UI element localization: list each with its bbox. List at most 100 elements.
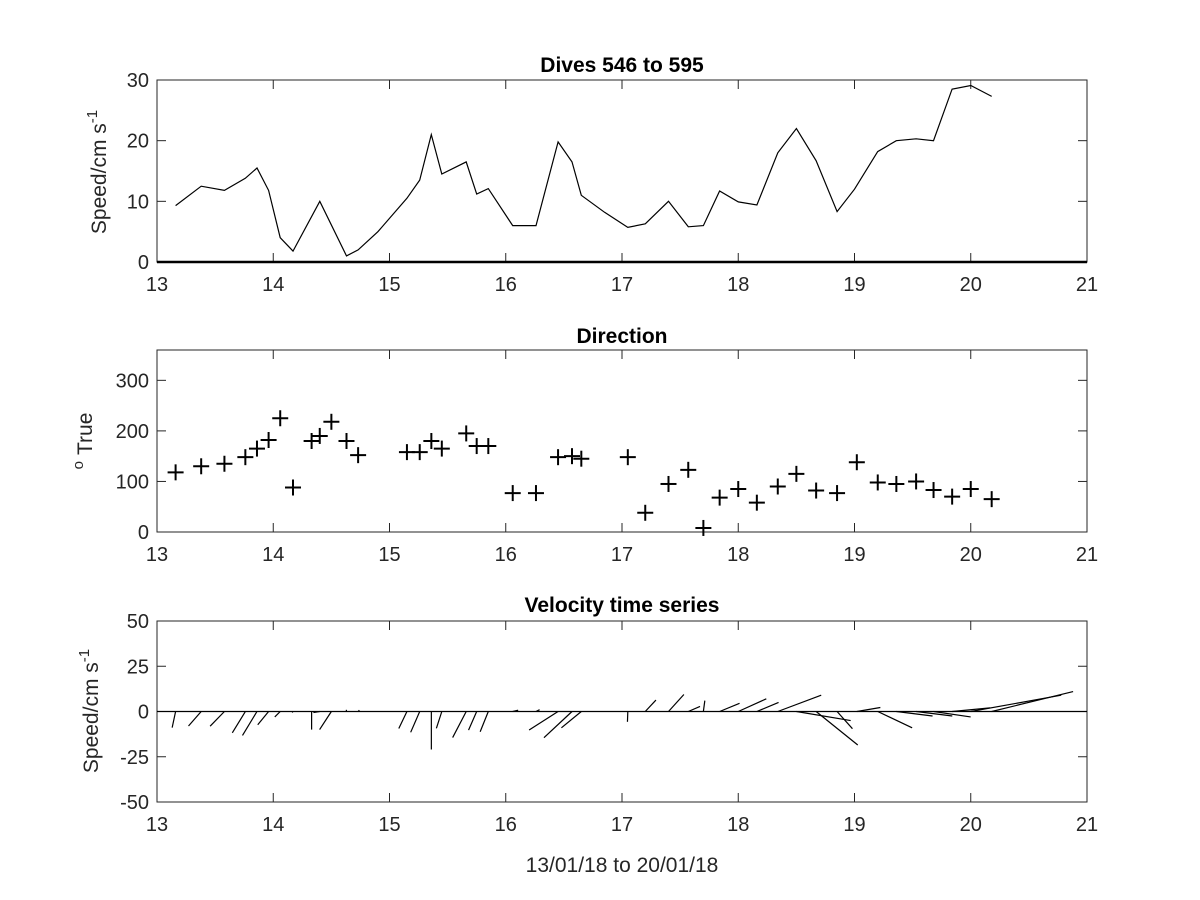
svg-text:Speed/cm s-1: Speed/cm s-1 <box>76 649 103 773</box>
direction-point <box>983 491 1000 508</box>
speed-xtick-label: 18 <box>727 274 749 296</box>
direction-point <box>962 481 979 498</box>
velocity-stick <box>171 711 177 728</box>
direction-ytick-label: 0 <box>138 522 149 544</box>
direction-point <box>433 440 450 457</box>
direction-ytick-label: 300 <box>116 370 149 392</box>
speed-xtick-label: 16 <box>495 274 517 296</box>
velocity-stick <box>738 698 767 713</box>
direction-xtick-label: 18 <box>727 544 749 566</box>
direction-xtick-label: 13 <box>146 544 168 566</box>
velocity-stick <box>668 694 685 712</box>
velocity-stick <box>435 711 443 729</box>
speed-ylabel-superscript: -1 <box>84 110 101 123</box>
direction-point <box>193 458 210 475</box>
direction-point <box>680 461 697 478</box>
direction-point <box>730 481 747 498</box>
speed-ytick-label: 10 <box>127 191 149 213</box>
velocity-stick <box>543 711 573 739</box>
direction-point <box>637 504 654 521</box>
direction-xtick-label: 20 <box>960 544 982 566</box>
direction-point <box>338 433 355 449</box>
direction-point <box>573 450 590 467</box>
direction-point <box>769 478 786 495</box>
velocity-stick <box>209 711 225 727</box>
direction-point <box>237 449 254 466</box>
direction-ylabel-superscript: o <box>70 461 87 469</box>
direction-xtick-label: 19 <box>843 544 865 566</box>
direction-point <box>711 489 728 506</box>
direction-ylabel: o True <box>70 413 97 470</box>
speed-xtick-label: 14 <box>262 274 284 296</box>
velocity-stick <box>479 711 489 732</box>
velocity-stick <box>719 702 740 713</box>
velocity-stick <box>702 700 706 712</box>
velocity-xtick-label: 16 <box>495 814 517 836</box>
direction-panel-title: Direction <box>576 325 667 348</box>
speed-series-line <box>175 84 992 257</box>
direction-point <box>350 447 367 464</box>
direction-xtick-label: 16 <box>495 544 517 566</box>
direction-plot-area <box>156 349 1088 533</box>
direction-point <box>167 464 184 481</box>
speed-ytick-label: 20 <box>127 131 149 153</box>
velocity-stick <box>398 711 408 729</box>
direction-point <box>908 473 925 490</box>
direction-point <box>925 482 942 499</box>
direction-point <box>504 485 521 502</box>
direction-point <box>550 449 567 466</box>
velocity-stick <box>467 711 478 731</box>
velocity-stick <box>991 691 1074 713</box>
direction-point <box>695 519 712 536</box>
direction-point <box>303 433 320 449</box>
velocity-stick <box>916 710 953 717</box>
direction-point <box>869 474 886 491</box>
svg-text:oTrue: o True <box>70 413 97 470</box>
velocity-ytick-label: 0 <box>138 702 149 724</box>
direction-ytick-label: 200 <box>116 421 149 443</box>
direction-panel: Direction o True 13 14 15 16 17 18 19 20 21 0 100 2… <box>70 325 1098 566</box>
direction-point <box>311 427 328 444</box>
velocity-xtick-label: 15 <box>378 814 400 836</box>
direction-point <box>848 454 865 471</box>
velocity-stick <box>896 710 933 717</box>
direction-point <box>248 440 265 457</box>
velocity-ytick-label: 25 <box>127 656 149 678</box>
direction-point <box>411 444 428 461</box>
direction-point <box>660 475 677 492</box>
velocity-xtick-label: 21 <box>1076 814 1098 836</box>
velocity-stick <box>644 699 657 712</box>
velocity-stick <box>796 710 851 722</box>
velocity-stick <box>952 707 991 713</box>
velocity-xtick-label: 19 <box>843 814 865 836</box>
direction-point <box>788 465 805 482</box>
velocity-xlabel: 13/01/18 to 20/01/18 <box>526 854 719 877</box>
direction-point <box>564 448 581 465</box>
speed-xtick-label: 15 <box>378 274 400 296</box>
velocity-xtick-label: 20 <box>960 814 982 836</box>
velocity-ytick-label: -50 <box>120 792 149 814</box>
direction-point <box>458 425 475 442</box>
speed-ylabel-text: Speed/cm s <box>88 123 111 234</box>
velocity-stick <box>561 711 582 729</box>
velocity-stick <box>231 711 246 734</box>
direction-point <box>527 485 544 502</box>
svg-text:Speed/cm s-1: Speed/cm s-1 <box>84 110 111 234</box>
speed-ylabel: Speed/cm s-1 <box>84 110 111 234</box>
speed-xtick-label: 21 <box>1076 274 1098 296</box>
speed-xtick-label: 17 <box>611 274 633 296</box>
speed-ytick-label: 30 <box>127 70 149 92</box>
speed-ytick-label: 0 <box>138 252 149 274</box>
velocity-stick <box>452 711 467 738</box>
velocity-ytick-label: -25 <box>120 747 149 769</box>
velocity-stick <box>241 711 258 736</box>
speed-plot-area <box>156 79 1088 263</box>
velocity-stick <box>512 709 519 713</box>
velocity-stick <box>319 711 332 730</box>
speed-panel: Dives 546 to 595 Speed/cm s-1 13 14 15 16 17… <box>84 54 1098 296</box>
velocity-stick <box>357 709 360 712</box>
velocity-stick <box>535 709 540 713</box>
velocity-ytick-label: 50 <box>127 611 149 633</box>
direction-ytick-label: 100 <box>116 471 149 493</box>
